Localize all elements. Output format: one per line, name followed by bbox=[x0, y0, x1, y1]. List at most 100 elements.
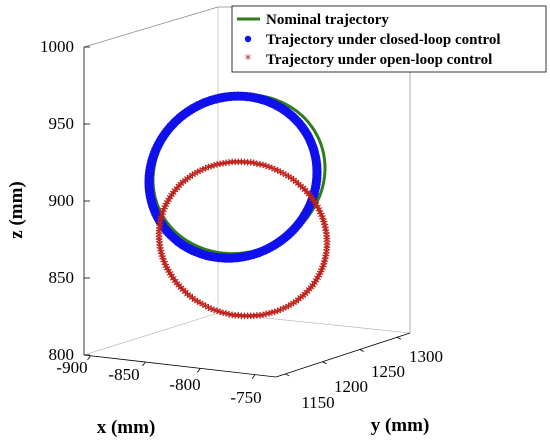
open-loop-point: * bbox=[186, 291, 194, 307]
open-loop-point: * bbox=[277, 305, 285, 321]
open-loop-point: * bbox=[222, 158, 230, 174]
box-edge bbox=[217, 312, 411, 334]
z-tick-label: 800 bbox=[49, 345, 75, 364]
open-loop-point: * bbox=[161, 258, 169, 274]
open-loop-point: * bbox=[311, 197, 319, 213]
open-loop-point: * bbox=[256, 159, 264, 175]
open-loop-point: * bbox=[321, 255, 329, 271]
open-loop-point: * bbox=[216, 159, 224, 175]
open-loop-point: * bbox=[303, 287, 311, 303]
open-loop-point: * bbox=[170, 274, 178, 290]
open-loop-point: * bbox=[292, 296, 300, 312]
open-loop-point: * bbox=[158, 211, 166, 227]
legend-swatch-closed-loop bbox=[244, 35, 252, 43]
open-loop-point: * bbox=[159, 253, 167, 269]
open-loop-point: * bbox=[282, 302, 290, 318]
box-edge bbox=[275, 332, 411, 378]
open-loop-point: * bbox=[202, 301, 210, 317]
open-loop-point: * bbox=[159, 208, 167, 224]
z-tick-label: 1000 bbox=[40, 37, 74, 56]
open-loop-point: * bbox=[315, 205, 323, 221]
open-loop-point: * bbox=[265, 309, 273, 325]
open-loop-point: * bbox=[256, 310, 264, 326]
open-loop-point: * bbox=[262, 309, 270, 325]
open-loop-point: * bbox=[156, 236, 164, 252]
open-loop-point: * bbox=[322, 252, 330, 268]
z-tick-label: 950 bbox=[49, 114, 75, 133]
open-loop-point: * bbox=[225, 309, 233, 325]
open-loop-point: * bbox=[235, 311, 243, 327]
open-loop-point: * bbox=[177, 179, 185, 195]
open-loop-point: * bbox=[287, 173, 295, 189]
open-loop-point: * bbox=[323, 247, 331, 263]
open-loop-point: * bbox=[307, 192, 315, 208]
open-loop-point: * bbox=[166, 269, 174, 285]
open-loop-point: * bbox=[295, 179, 303, 195]
open-loop-point: * bbox=[318, 210, 326, 226]
open-loop-point: * bbox=[282, 170, 290, 186]
open-loop-point: * bbox=[299, 291, 307, 307]
open-loop-point: * bbox=[173, 278, 181, 294]
open-loop-point: * bbox=[259, 310, 267, 326]
open-loop-point: * bbox=[199, 300, 207, 316]
open-loop-point: * bbox=[186, 172, 194, 188]
open-loop-point: * bbox=[161, 203, 169, 219]
open-loop-point: * bbox=[171, 276, 179, 292]
x-tick-label: -900 bbox=[56, 358, 87, 377]
open-loop-point: * bbox=[312, 199, 320, 215]
y-tick-label: 1300 bbox=[409, 347, 443, 366]
open-loop-point: * bbox=[156, 219, 164, 235]
box-edge bbox=[83, 6, 219, 48]
open-loop-point: * bbox=[265, 162, 273, 178]
open-loop-point: * bbox=[238, 157, 246, 173]
open-loop-point: * bbox=[323, 235, 331, 251]
open-loop-point: * bbox=[250, 158, 258, 174]
x-tick-label: -750 bbox=[230, 388, 261, 407]
open-loop-point: * bbox=[297, 293, 305, 309]
open-loop-point: * bbox=[247, 158, 255, 174]
open-loop-point: * bbox=[179, 177, 187, 193]
open-loop-point: * bbox=[312, 276, 320, 292]
open-loop-point: * bbox=[155, 233, 163, 249]
open-loop-point: * bbox=[182, 175, 190, 191]
y-tick-label: 1150 bbox=[301, 393, 334, 412]
open-loop-point: * bbox=[311, 278, 319, 294]
legend-box bbox=[231, 5, 547, 73]
open-loop-point: * bbox=[184, 289, 192, 305]
open-loop-point: * bbox=[318, 266, 326, 282]
open-loop-point: * bbox=[168, 190, 176, 206]
open-loop-point: * bbox=[277, 167, 285, 183]
x-axis-title: x (mm) bbox=[97, 417, 156, 438]
open-loop-point: * bbox=[210, 305, 218, 321]
open-loop-point: * bbox=[323, 232, 331, 248]
open-loop-point: * bbox=[235, 157, 243, 173]
x-tick-mark bbox=[251, 374, 256, 379]
open-loop-point: * bbox=[323, 244, 331, 260]
open-loop-point: * bbox=[315, 271, 323, 287]
closed-loop-point bbox=[312, 164, 322, 174]
y-axis-title: y (mm) bbox=[371, 415, 430, 436]
y-tick-label: 1250 bbox=[371, 362, 405, 381]
open-loop-point: * bbox=[321, 218, 329, 234]
open-loop-point: * bbox=[199, 165, 207, 181]
open-loop-point: * bbox=[314, 273, 322, 289]
open-loop-point: * bbox=[309, 194, 317, 210]
legend-swatch-open-loop: * bbox=[245, 53, 252, 68]
open-loop-point: * bbox=[179, 285, 187, 301]
open-loop-point: * bbox=[213, 160, 221, 176]
open-loop-point: * bbox=[287, 300, 295, 316]
open-loop-point: * bbox=[177, 283, 185, 299]
open-loop-point: * bbox=[285, 172, 293, 188]
open-loop-point: * bbox=[241, 157, 249, 173]
open-loop-point: * bbox=[165, 195, 173, 211]
z-axis-title: z (mm) bbox=[6, 181, 27, 239]
open-loop-point: * bbox=[244, 311, 252, 327]
open-loop-point: * bbox=[175, 181, 183, 197]
open-loop-point: * bbox=[271, 164, 279, 180]
open-loop-point: * bbox=[194, 297, 202, 313]
open-loop-point: * bbox=[205, 303, 213, 319]
open-loop-point: * bbox=[229, 310, 237, 326]
open-loop-point: * bbox=[319, 263, 327, 279]
open-loop-point: * bbox=[155, 230, 163, 246]
open-loop-point: * bbox=[191, 295, 199, 311]
